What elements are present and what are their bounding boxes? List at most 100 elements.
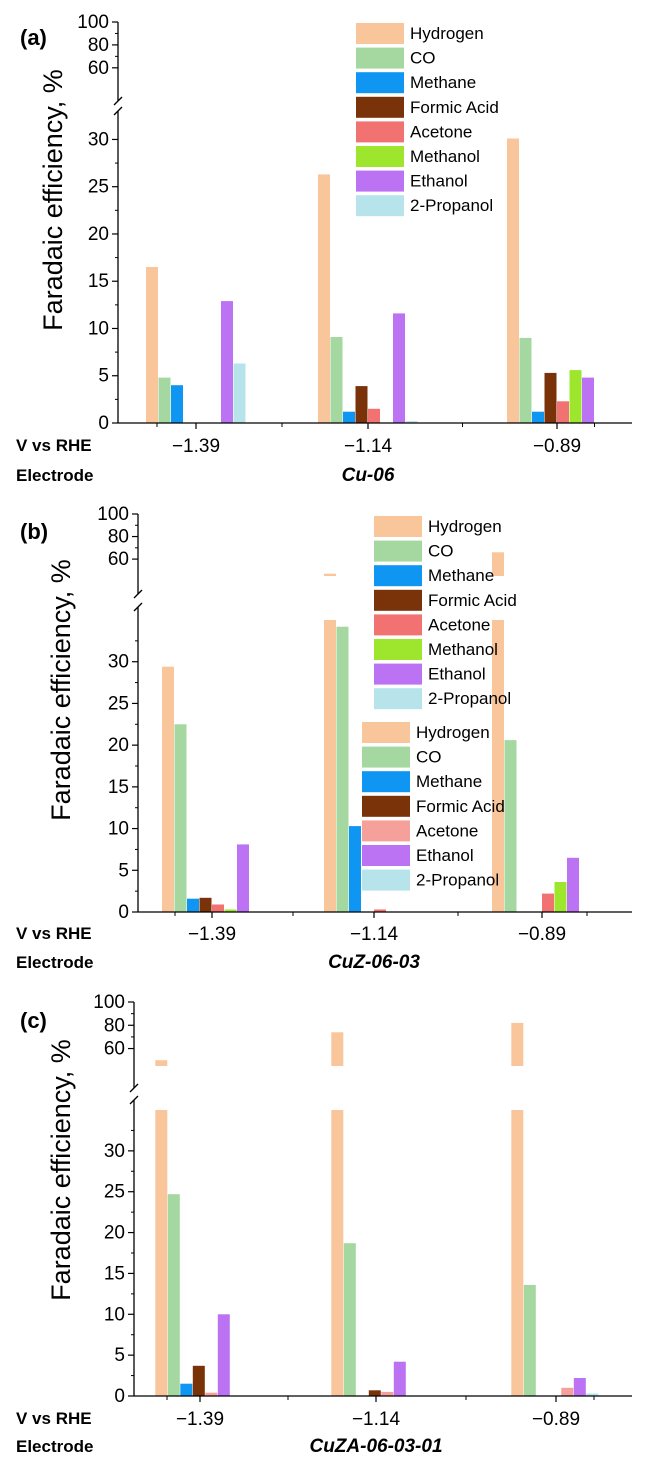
bar-methane-2 — [532, 411, 544, 423]
y-tick-label: 80 — [88, 35, 109, 56]
legend-swatch-formic-acid — [362, 795, 410, 817]
bar-hydrogen-2 — [511, 1110, 524, 1396]
y-tick-label: 80 — [108, 527, 129, 548]
x-tick-label: −1.39 — [176, 1409, 224, 1430]
bar-methane-0 — [187, 898, 199, 912]
legend-swatch-co — [374, 540, 422, 562]
legend-swatch-2-propanol — [356, 195, 404, 217]
legend-swatch-methane — [374, 565, 422, 587]
y-tick-label: 100 — [93, 992, 125, 1013]
x-tick-label: −0.89 — [518, 924, 566, 945]
bar-hydrogen-0 — [155, 1110, 168, 1396]
legend-swatch-hydrogen — [362, 722, 410, 743]
bar-co-0 — [158, 377, 171, 423]
bar-ethanol-1 — [393, 1361, 406, 1396]
y-tick-label: 25 — [88, 177, 109, 198]
legend-swatch-2-propanol — [362, 869, 410, 891]
axis-break-mark — [129, 1095, 139, 1105]
bar-formic-acid-0 — [199, 897, 212, 912]
legend-swatch-ethanol — [374, 663, 422, 685]
axis-break-mark — [133, 602, 143, 612]
bar-co-0 — [174, 724, 187, 912]
y-tick-label: 5 — [98, 366, 109, 387]
bar-ethanol-0 — [221, 301, 233, 423]
row-label-potential: V vs RHE — [16, 436, 92, 455]
bar-upper-hydrogen-1 — [324, 573, 336, 576]
legend-swatch-ethanol — [356, 170, 404, 192]
legend-label: Methane — [416, 772, 482, 791]
legend-label: Methanol — [410, 147, 480, 166]
bar-upper-hydrogen-2 — [511, 1022, 524, 1066]
legend-label: CO — [416, 748, 442, 767]
y-tick-label: 5 — [118, 860, 129, 881]
legend: Hydrogen CO Methane Formic Acid Acetone Ethan… — [362, 722, 505, 891]
y-tick-label: 20 — [88, 224, 109, 245]
y-tick-label: 25 — [108, 693, 129, 714]
bar-hydrogen-2 — [492, 620, 504, 912]
bar-formic-acid-1 — [368, 1390, 381, 1396]
bar-methanol-0 — [224, 909, 237, 912]
y-tick-label: 20 — [104, 1223, 125, 1244]
legend-label: 2-Propanol — [410, 196, 493, 215]
y-tick-label: 30 — [104, 1141, 125, 1162]
y-tick-label: 60 — [104, 1039, 125, 1060]
bar-methane-0 — [171, 385, 183, 423]
bar-methane-0 — [180, 1383, 193, 1396]
legend-label: Methane — [428, 566, 494, 585]
y-tick-label: 0 — [98, 413, 109, 434]
y-tick-label: 60 — [108, 549, 129, 570]
legend-label: 2-Propanol — [428, 689, 511, 708]
legend-swatch-acetone — [362, 820, 410, 842]
y-axis-title: Faradaic efficiency, % — [46, 559, 76, 821]
bar-hydrogen-1 — [318, 174, 330, 423]
row-label-electrode: Electrode — [16, 1437, 93, 1456]
legend-swatch-methane — [362, 771, 410, 793]
panel-label: (a) — [20, 25, 47, 50]
bar-co-1 — [343, 1243, 356, 1396]
bar-upper-hydrogen-2 — [492, 552, 504, 576]
legend-label: Hydrogen — [416, 723, 490, 742]
legend-label: Formic Acid — [428, 591, 517, 610]
bar-formic-acid-0 — [192, 1365, 205, 1396]
bar-2-propanol-0 — [233, 363, 246, 423]
legend-swatch-formic-acid — [356, 96, 404, 118]
legend: Hydrogen CO Methane Formic Acid Acetone Metha… — [356, 23, 499, 217]
legend-label: Ethanol — [410, 172, 468, 191]
bar-acetone-0 — [212, 904, 224, 912]
legend-swatch-co — [356, 47, 404, 69]
bar-co-2 — [504, 740, 517, 912]
y-axis-title: Faradaic efficiency, % — [46, 1039, 76, 1301]
bar-acetone-1 — [381, 1391, 394, 1396]
row-label-potential: V vs RHE — [16, 1409, 92, 1428]
legend-label: Acetone — [428, 615, 490, 634]
legend-label: Ethanol — [428, 665, 486, 684]
electrode-name: CuZ-06-03 — [328, 952, 420, 973]
legend-swatch-methanol — [374, 639, 422, 660]
bar-co-2 — [523, 1284, 536, 1396]
legend-label: Hydrogen — [410, 24, 484, 43]
legend-swatch-formic-acid — [374, 589, 422, 611]
legend-label: Acetone — [410, 122, 472, 141]
legend-label: Formic Acid — [410, 98, 499, 117]
legend-label: Methane — [410, 73, 476, 92]
axis-break-mark — [113, 96, 123, 106]
bar-ethanol-1 — [393, 313, 405, 423]
legend-swatch-methane — [356, 72, 404, 94]
axis-break-mark — [129, 1083, 139, 1093]
y-tick-label: 100 — [97, 504, 129, 525]
legend-swatch-hydrogen — [356, 23, 404, 44]
y-tick-label: 30 — [88, 129, 109, 150]
bar-methanol-2 — [569, 370, 582, 423]
y-tick-label: 5 — [114, 1345, 125, 1366]
legend-swatch-acetone — [374, 614, 422, 636]
y-tick-label: 10 — [104, 1304, 125, 1325]
legend-swatch-ethanol — [362, 845, 410, 866]
x-tick-label: −0.89 — [532, 1409, 580, 1430]
bar-ethanol-2 — [567, 857, 579, 912]
y-tick-label: 25 — [104, 1182, 125, 1203]
bar-co-1 — [330, 337, 343, 423]
legend-label: Formic Acid — [416, 797, 505, 816]
legend: Hydrogen CO Methane Formic Acid Acetone Metha… — [374, 516, 517, 710]
